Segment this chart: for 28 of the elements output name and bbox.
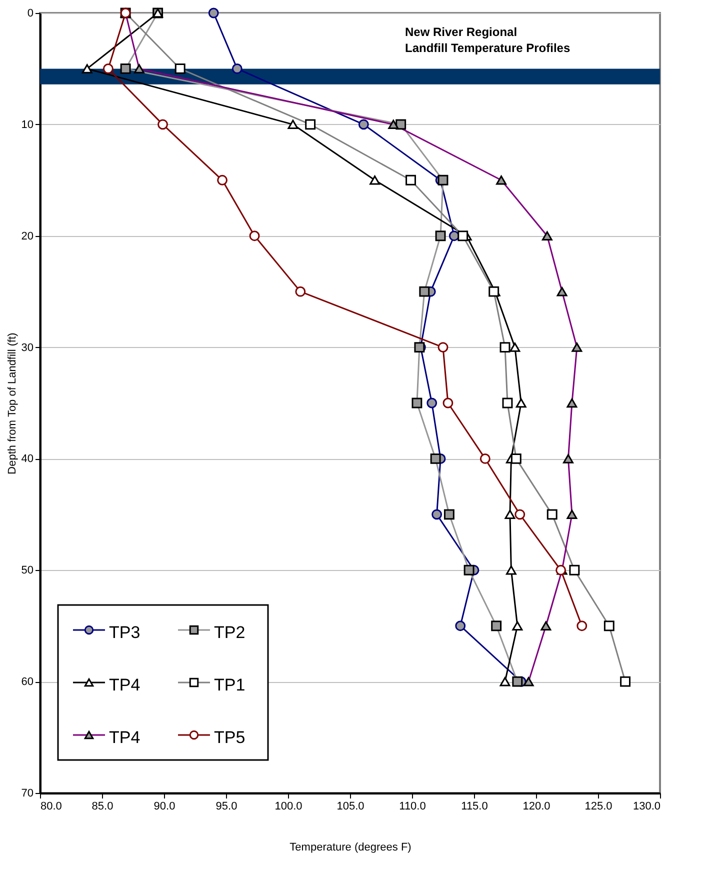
x-tick-label: 130.0	[632, 800, 660, 812]
legend-label: TP5	[214, 728, 246, 747]
legend-label: TP2	[214, 623, 246, 642]
y-tick-label: 60	[21, 676, 34, 688]
x-tick-label: 80.0	[40, 800, 62, 812]
y-tick-label: 10	[21, 118, 34, 131]
x-tick-label: 95.0	[216, 800, 238, 812]
legend-label: TP1	[214, 676, 246, 694]
y-tick-label: 20	[21, 230, 34, 242]
x-tick-label: 100.0	[274, 800, 302, 812]
y-tick-label: 0	[27, 8, 34, 20]
x-tick-label: 85.0	[92, 800, 114, 812]
legend-label: TP3	[109, 623, 140, 642]
x-tick-label: 90.0	[154, 800, 176, 812]
y-tick-label: 40	[21, 453, 34, 466]
legend-label: TP4	[109, 728, 140, 747]
y-tick-label: 70	[21, 788, 34, 800]
x-tick-label: 125.0	[584, 800, 612, 812]
y-tick-label: 30	[21, 342, 34, 354]
x-axis-title: Temperature (degrees F)	[290, 842, 412, 854]
x-tick-label: 105.0	[336, 800, 364, 812]
y-tick-label: 50	[21, 564, 34, 577]
x-tick-label: 115.0	[461, 800, 488, 812]
x-tick-label: 120.0	[522, 800, 550, 812]
x-tick-label: 110.0	[399, 800, 426, 812]
legend-label: TP4	[109, 676, 140, 694]
text: New River Regional Landfill Temperature Profiles	[405, 25, 570, 55]
y-axis-title: Depth from Top of Landfill (ft)	[6, 332, 18, 474]
